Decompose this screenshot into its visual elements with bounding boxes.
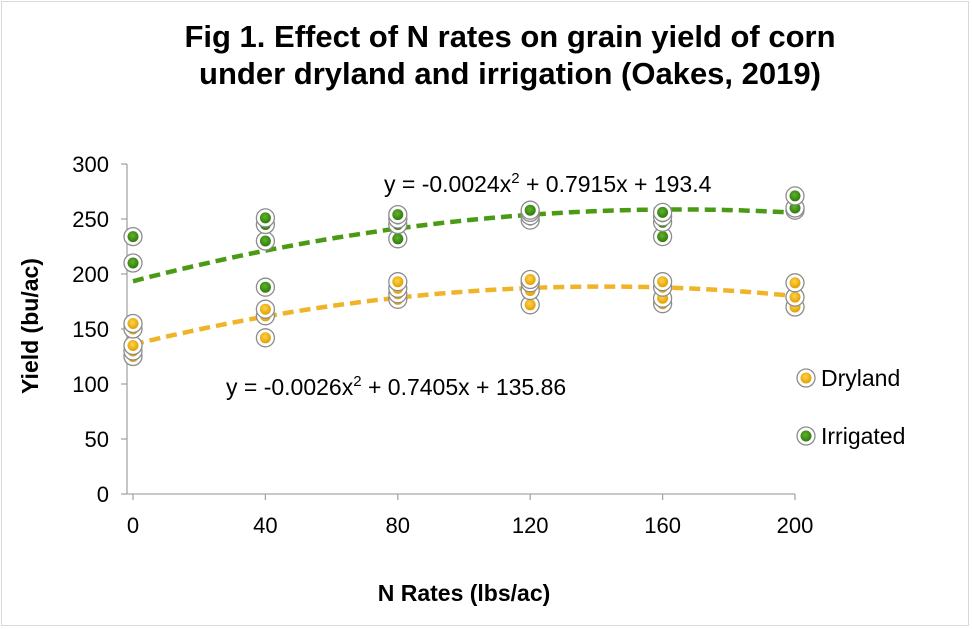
x-tick-label: 120: [512, 513, 549, 538]
x-axis-title: N Rates (lbs/ac): [378, 580, 551, 606]
legend: Dryland Irrigated: [796, 365, 905, 449]
dryland-point-dot: [392, 276, 404, 288]
irrigated-point-dot: [259, 235, 271, 247]
x-tick-label: 0: [127, 513, 139, 538]
dryland-point-dot: [789, 291, 801, 303]
y-tick-label: 300: [72, 152, 109, 177]
legend-marker-dot-dryland: [800, 372, 812, 384]
dryland-trend-equation: y = -0.0026x2 + 0.7405x + 135.86: [226, 373, 566, 400]
y-tick-label: 200: [72, 262, 109, 287]
dryland-point-dot: [127, 318, 139, 329]
data-points: [123, 186, 805, 367]
dryland-point: [123, 335, 143, 356]
dryland-point: [652, 272, 673, 292]
irrigated-point-dot: [789, 190, 801, 202]
irrigated-point: [255, 277, 276, 297]
irrigated-point: [520, 200, 540, 220]
y-tick-label: 50: [85, 427, 109, 452]
irrigated-point-dot: [524, 204, 536, 216]
dryland-point-dot: [789, 277, 801, 289]
y-tick-label: 250: [72, 207, 109, 232]
irrigated-point: [785, 186, 805, 206]
irrigated-point: [652, 202, 673, 223]
dryland-trendline: [132, 284, 796, 347]
y-axis-title: Yield (bu/ac): [17, 258, 43, 394]
dryland-point: [520, 269, 540, 290]
dryland-point-dot: [259, 332, 271, 344]
x-tick-label: 160: [644, 513, 681, 538]
dryland-point-dot: [657, 276, 669, 288]
dryland-point-dot: [524, 274, 536, 285]
dryland-point: [785, 287, 805, 307]
irrigated-point-dot: [259, 212, 271, 224]
y-tick-label: 100: [72, 372, 109, 397]
irrigated-point: [388, 229, 408, 249]
chart-title: Fig 1. Effect of N rates on grain yield …: [130, 18, 890, 92]
x-tick-label: 80: [386, 513, 410, 538]
x-tick-label: 200: [777, 513, 814, 538]
dryland-point-dot: [259, 303, 271, 315]
y-tick-label: 0: [97, 482, 109, 507]
irrigated-trend-equation: y = -0.0024x2 + 0.7915x + 193.4: [384, 170, 712, 197]
chart-title-line-2: under dryland and irrigation (Oakes, 201…: [199, 56, 821, 91]
legend-item-irrigated: Irrigated: [796, 423, 905, 449]
dryland-point: [255, 328, 276, 348]
y-tick-label: 150: [72, 317, 109, 342]
irrigated-point-dot: [657, 206, 669, 218]
dryland-point: [123, 313, 143, 334]
irrigated-point: [123, 253, 143, 273]
trendlines: [132, 207, 796, 347]
dryland-point: [388, 272, 408, 292]
irrigated-point-dot: [127, 257, 139, 269]
dryland-point: [255, 299, 276, 319]
dryland-point-dot: [127, 340, 139, 351]
irrigated-point-dot: [657, 231, 669, 243]
irrigated-point-dot: [259, 281, 271, 293]
chart-title-line-1: Fig 1. Effect of N rates on grain yield …: [184, 19, 836, 54]
irrigated-point-dot: [392, 233, 404, 245]
legend-label-irrigated: Irrigated: [821, 423, 905, 449]
legend-item-dryland: Dryland: [796, 365, 900, 391]
irrigated-point: [123, 226, 143, 247]
dryland-point: [520, 295, 540, 315]
irrigated-trendline: [132, 207, 796, 284]
irrigated-point-dot: [127, 231, 139, 243]
irrigated-point: [255, 231, 276, 251]
irrigated-point: [388, 204, 408, 225]
irrigated-point-dot: [392, 209, 404, 221]
dryland-point: [785, 273, 805, 293]
x-tick-label: 40: [253, 513, 277, 538]
legend-label-dryland: Dryland: [821, 365, 900, 391]
irrigated-point-dot: [789, 202, 801, 214]
legend-marker-dot-irrigated: [800, 430, 812, 442]
axes: 0 50 100 150 200 250 300 0 40 80 120 160 200: [72, 152, 813, 538]
dryland-point-dot: [524, 299, 536, 311]
irrigated-point: [255, 208, 276, 228]
